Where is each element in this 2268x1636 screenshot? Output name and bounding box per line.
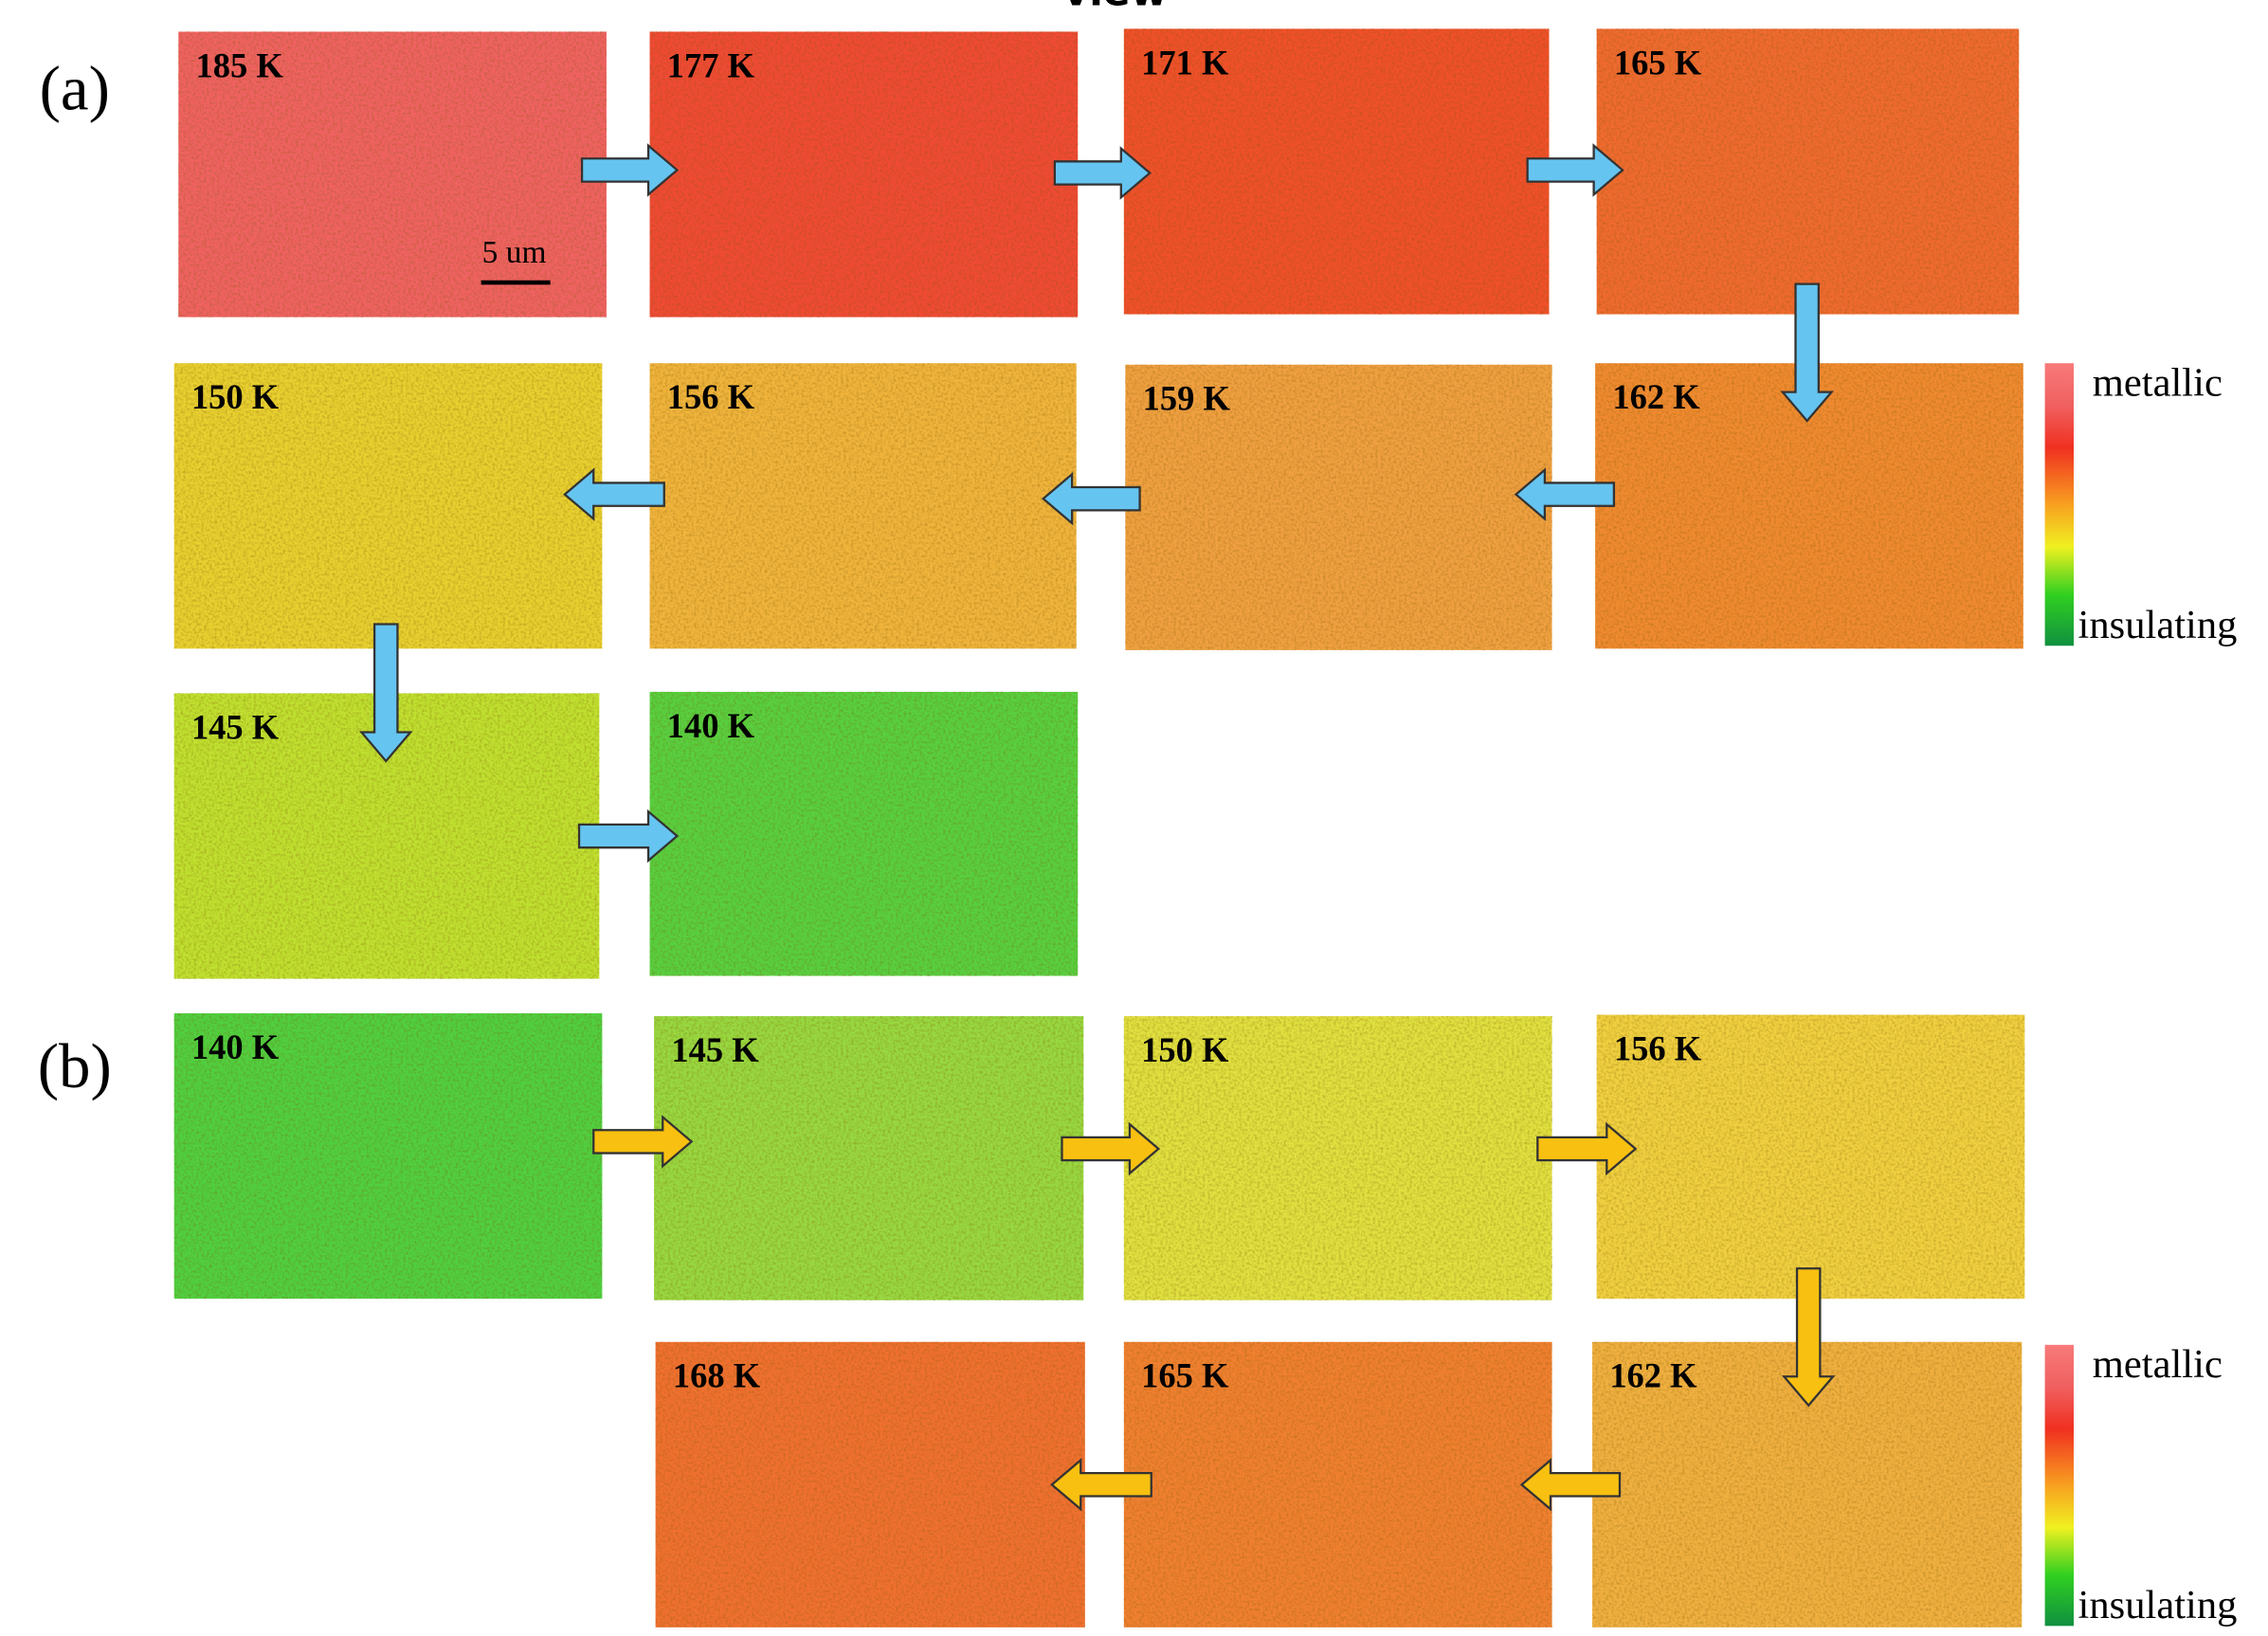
temperature-label: 165 K	[1141, 1356, 1229, 1395]
panel-label: (a)	[40, 54, 110, 124]
colorbar-top: metallic	[2093, 1342, 2223, 1387]
colorbar-top: metallic	[2093, 360, 2223, 405]
micrograph: 150 K	[174, 363, 603, 648]
colorbar	[2045, 1345, 2074, 1627]
temperature-label: 165 K	[1614, 43, 1702, 82]
scale-bar-label: 5 um	[482, 235, 547, 270]
micrograph: 145 K	[654, 1016, 1083, 1300]
temperature-label: 159 K	[1143, 379, 1231, 418]
temperature-label: 145 K	[191, 707, 280, 746]
micrograph: 159 K	[1125, 365, 1551, 650]
micrograph: 165 K	[1597, 28, 2020, 314]
temperature-label: 145 K	[671, 1030, 759, 1069]
micrograph: 140 K	[174, 1013, 603, 1299]
micrograph: 140 K	[650, 692, 1079, 976]
temperature-label: 156 K	[1614, 1028, 1702, 1067]
micrograph: 165 K	[1124, 1342, 1552, 1627]
temperature-label: 150 K	[191, 377, 280, 416]
micrograph: 150 K	[1124, 1016, 1552, 1300]
temperature-label: 162 K	[1612, 377, 1700, 416]
micrograph: 177 K	[650, 31, 1079, 317]
micrograph: 156 K	[1597, 1015, 2025, 1300]
micrograph: 156 K	[650, 363, 1077, 648]
temperature-label: 171 K	[1141, 43, 1229, 82]
temperature-label: 168 K	[673, 1356, 761, 1395]
micrograph: 185 K	[178, 31, 607, 317]
panel-label: (b)	[38, 1031, 112, 1101]
colorbar-bottom: insulating	[2078, 603, 2238, 647]
temperature-label: 156 K	[667, 377, 755, 416]
temperature-label: 185 K	[196, 45, 284, 84]
micrograph: 168 K	[656, 1342, 1085, 1627]
temperature-label: 162 K	[1609, 1356, 1697, 1395]
top-text: view	[1062, 0, 1168, 15]
micrograph: 171 K	[1124, 28, 1550, 314]
colorbar	[2045, 363, 2074, 645]
page: {"top_text": "view", "panels": [ {"label…	[0, 0, 2268, 1636]
temperature-label: 177 K	[667, 45, 755, 84]
temperature-label: 140 K	[191, 1027, 280, 1066]
temperature-label: 140 K	[667, 706, 755, 745]
temperature-label: 150 K	[1141, 1030, 1229, 1069]
figure: view (a) (b) 185 K 177 K 171 K 165 K 162 K 15…	[0, 0, 2268, 1636]
colorbar-bottom: insulating	[2078, 1583, 2238, 1627]
